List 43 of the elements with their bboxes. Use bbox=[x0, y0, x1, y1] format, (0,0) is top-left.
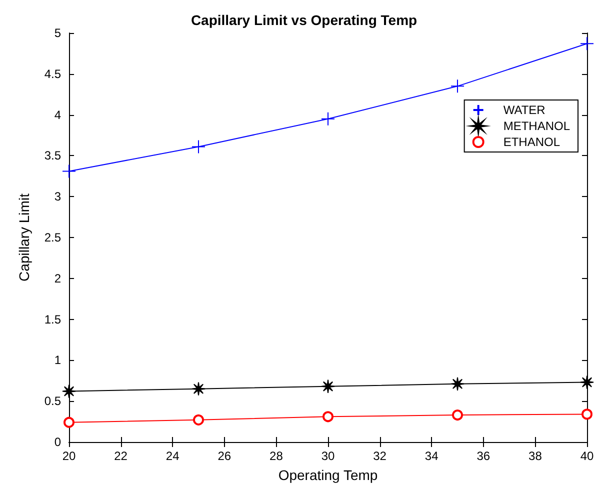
point bbox=[322, 411, 334, 422]
y-tick-label: 3 bbox=[54, 190, 62, 204]
x-tick-label: 34 bbox=[424, 449, 439, 463]
point bbox=[62, 384, 76, 398]
y-tick-label: 2 bbox=[54, 271, 62, 286]
legend-label: WATER bbox=[503, 103, 546, 117]
legend-label: ETHANOL bbox=[503, 135, 560, 149]
x-tick-label: 26 bbox=[218, 449, 232, 463]
y-tick-label: 0.5 bbox=[44, 394, 62, 408]
point bbox=[192, 382, 206, 396]
point bbox=[192, 140, 206, 154]
point bbox=[450, 79, 464, 94]
point bbox=[580, 36, 594, 51]
x-tick-label: 30 bbox=[321, 449, 335, 463]
point bbox=[321, 379, 335, 394]
x-tick-label: 36 bbox=[476, 449, 490, 463]
y-tick-label: 2.5 bbox=[44, 230, 62, 244]
point bbox=[580, 375, 594, 390]
legend-label: METHANOL bbox=[503, 119, 570, 133]
y-tick-label: 5 bbox=[54, 26, 62, 40]
point bbox=[62, 164, 76, 178]
y-axis-title: Capillary Limit bbox=[16, 193, 32, 282]
y-tick-label: 4 bbox=[54, 108, 62, 122]
x-tick-label: 40 bbox=[580, 449, 594, 463]
x-tick-label: 24 bbox=[166, 449, 180, 463]
x-tick-label: 20 bbox=[62, 449, 76, 463]
y-tick-label: 1 bbox=[54, 353, 62, 368]
x-tick-label: 32 bbox=[373, 449, 387, 463]
x-tick-label: 22 bbox=[114, 449, 128, 463]
x-tick-label: 28 bbox=[270, 449, 284, 463]
y-tick-label: 3.5 bbox=[44, 148, 62, 163]
point bbox=[193, 414, 204, 426]
y-tick-label: 4.5 bbox=[44, 66, 62, 81]
point bbox=[450, 376, 464, 391]
point bbox=[452, 410, 463, 421]
point bbox=[321, 112, 335, 126]
y-tick-label: 1.5 bbox=[44, 312, 62, 326]
point bbox=[64, 416, 74, 428]
chart-title: Capillary Limit vs Operating Temp bbox=[190, 12, 418, 28]
y-tick-label: 0 bbox=[54, 435, 62, 449]
point bbox=[582, 408, 592, 420]
x-tick-label: 38 bbox=[528, 449, 542, 463]
x-axis-title: Operating Temp bbox=[278, 467, 378, 483]
